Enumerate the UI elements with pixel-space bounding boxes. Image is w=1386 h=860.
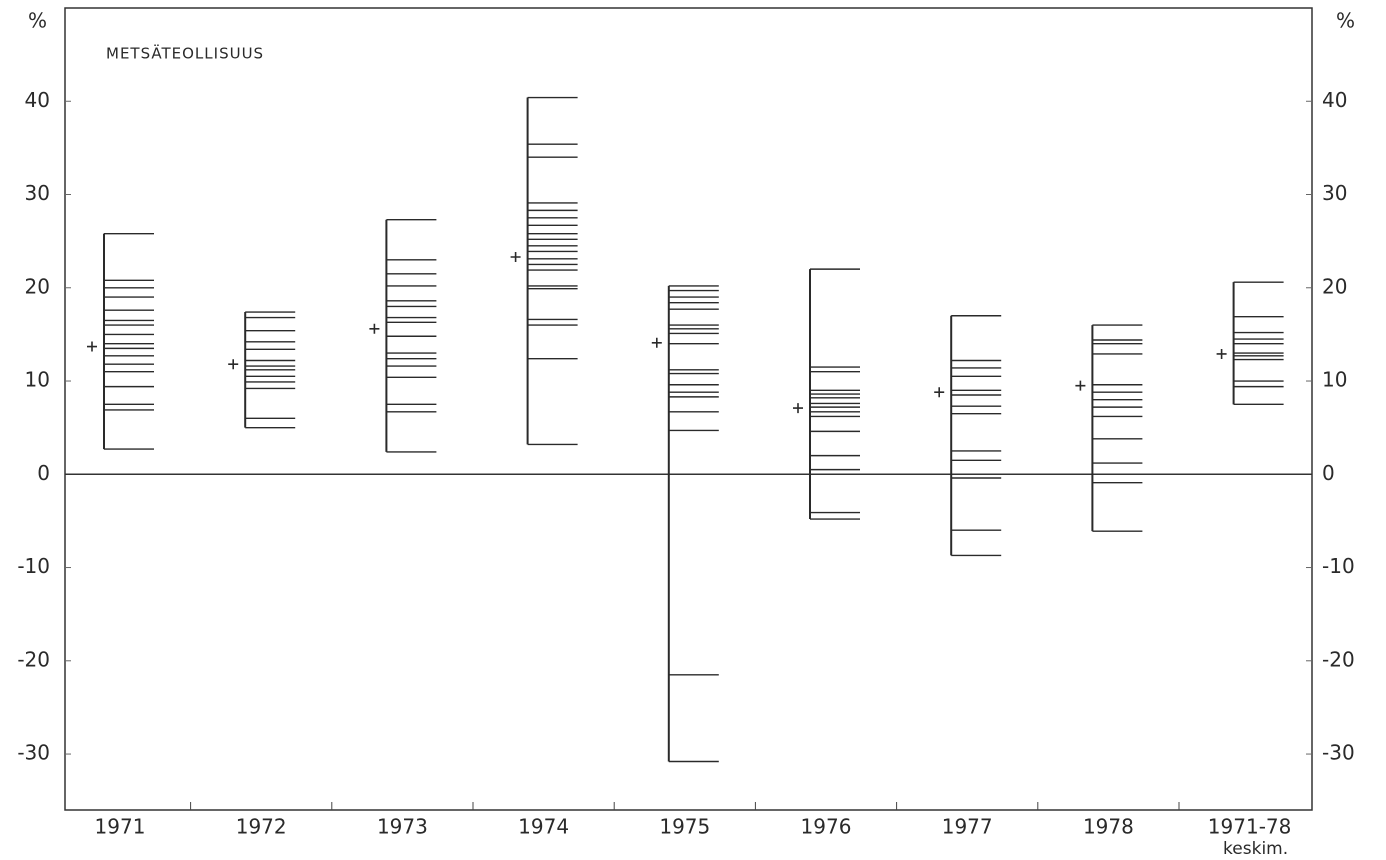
y-unit-right: % xyxy=(1336,9,1355,33)
y-tick-label: 40 xyxy=(25,88,50,112)
x-tick-label: 1973 xyxy=(377,815,428,839)
x-tick-label: 1971 xyxy=(95,815,146,839)
mean-marker xyxy=(510,251,521,262)
y-tick-label: 30 xyxy=(25,181,50,205)
mean-marker xyxy=(1075,380,1086,391)
x-tick-label: 1971-78 xyxy=(1208,815,1292,839)
y-tick-label: -30 xyxy=(17,741,50,765)
y-tick-label-right: 40 xyxy=(1322,88,1347,112)
y-tick-label: -10 xyxy=(17,554,50,578)
plot-frame xyxy=(64,7,1313,811)
mean-marker xyxy=(793,403,803,414)
y-tick-label-right: 30 xyxy=(1322,181,1347,205)
mean-marker xyxy=(369,323,380,334)
y-tick-label-right: -10 xyxy=(1322,554,1355,578)
y-tick-label-right: -20 xyxy=(1322,647,1355,671)
mean-marker xyxy=(1216,348,1227,359)
x-category-note: keskim. xyxy=(1223,839,1288,859)
y-tick-label-right: 20 xyxy=(1322,274,1347,298)
y-tick-label: 0 xyxy=(37,461,50,485)
y-tick-label-right: -30 xyxy=(1322,741,1355,765)
y-tick-label-right: 10 xyxy=(1322,368,1347,392)
x-tick-label: 1974 xyxy=(518,815,569,839)
mean-marker xyxy=(934,387,945,398)
y-unit-left: % xyxy=(28,9,47,33)
x-tick-label: 1975 xyxy=(659,815,710,839)
x-tick-label: 1972 xyxy=(236,815,287,839)
y-tick-label-right: 0 xyxy=(1322,461,1335,485)
x-tick-label: 1977 xyxy=(942,815,993,839)
mean-marker xyxy=(651,337,662,348)
x-tick-label: 1976 xyxy=(801,815,852,839)
chart-title: METSÄTEOLLISUUS xyxy=(106,44,264,63)
mean-marker xyxy=(228,359,239,370)
y-tick-label: -20 xyxy=(17,647,50,671)
mean-marker xyxy=(87,341,97,352)
x-tick-label: 1978 xyxy=(1083,815,1134,839)
y-tick-label: 10 xyxy=(25,368,50,392)
y-tick-label: 20 xyxy=(25,274,50,298)
